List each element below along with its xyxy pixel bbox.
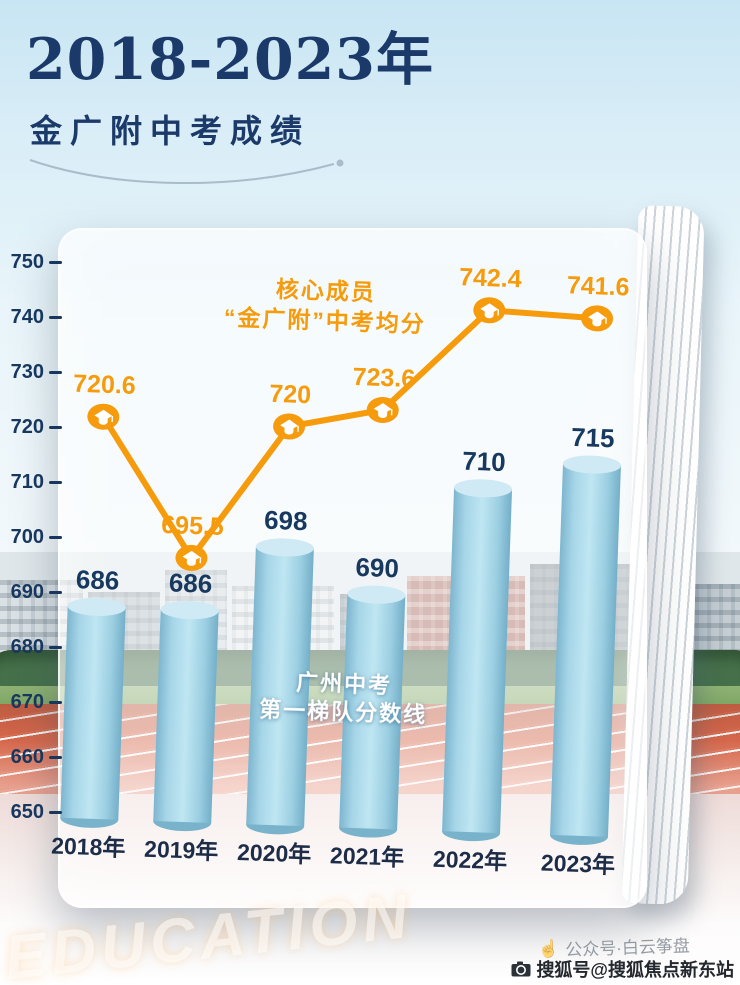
bar-value-label: 690	[355, 552, 399, 583]
line-value-label: 723.6	[352, 363, 416, 393]
line-marker: 720	[269, 380, 312, 440]
mortarboard-icon	[480, 303, 499, 315]
bar-value-label: 710	[462, 446, 506, 477]
line-value-label: 742.4	[459, 263, 523, 293]
sohu-watermark: 搜狐号@搜狐焦点新东站	[511, 956, 734, 982]
line-marker: 720.6	[73, 370, 137, 430]
line-series-annotation: 核心成员	[275, 276, 376, 305]
bar-column: 715	[550, 422, 621, 845]
sohu-watermark-text: 搜狐号@搜狐焦点新东站	[536, 960, 734, 980]
line-series	[100, 307, 601, 561]
bar-series-annotation: 第一梯队分数线	[259, 697, 428, 728]
camera-icon	[511, 961, 531, 977]
line-marker: 723.6	[352, 363, 416, 423]
line-series-annotation: “金广附”中考均分	[223, 304, 426, 337]
bar-value-label: 698	[264, 505, 308, 536]
line-value-label: 720.6	[73, 370, 137, 400]
line-marker: 695.5	[161, 511, 225, 571]
x-axis-label: 2022年	[433, 846, 508, 875]
x-axis-label: 2023年	[541, 850, 616, 879]
line-value-label: 695.5	[161, 511, 225, 541]
bar-value-label: 686	[75, 564, 119, 595]
bar-column: 686	[153, 567, 219, 832]
line-value-label: 741.6	[566, 271, 630, 301]
combo-chart: 686 686 698 690 710 715 2018年 2019年 2020年 2021年 20…	[51, 263, 630, 879]
mortarboard-icon	[280, 419, 299, 431]
page-subtitle: 金广附中考成绩	[30, 113, 311, 149]
mortarboard-icon	[94, 409, 113, 421]
line-marker: 742.4	[459, 263, 523, 324]
x-axis-label: 2019年	[144, 836, 219, 865]
page-title: 2018-2023年	[26, 26, 434, 93]
bar-column: 686	[60, 564, 126, 828]
bar-column: 690	[339, 552, 406, 838]
bar-value-label: 715	[571, 422, 615, 453]
mortarboard-icon	[588, 311, 607, 323]
x-axis-label: 2018年	[51, 832, 126, 861]
x-axis-label: 2021年	[330, 842, 405, 871]
x-axis-label: 2020年	[237, 839, 312, 868]
mortarboard-icon	[182, 550, 201, 562]
line-marker: 741.6	[566, 271, 630, 332]
bar-value-label: 686	[168, 567, 212, 598]
swoosh-underline	[29, 159, 344, 184]
mortarboard-icon	[373, 402, 392, 414]
bar-series-annotation: 广州中考	[296, 670, 393, 698]
bar-column: 698	[246, 505, 314, 835]
line-value-label: 720	[269, 380, 312, 409]
header: 2018-2023年 金广附中考成绩	[26, 14, 434, 194]
bar-column: 710	[442, 446, 513, 842]
